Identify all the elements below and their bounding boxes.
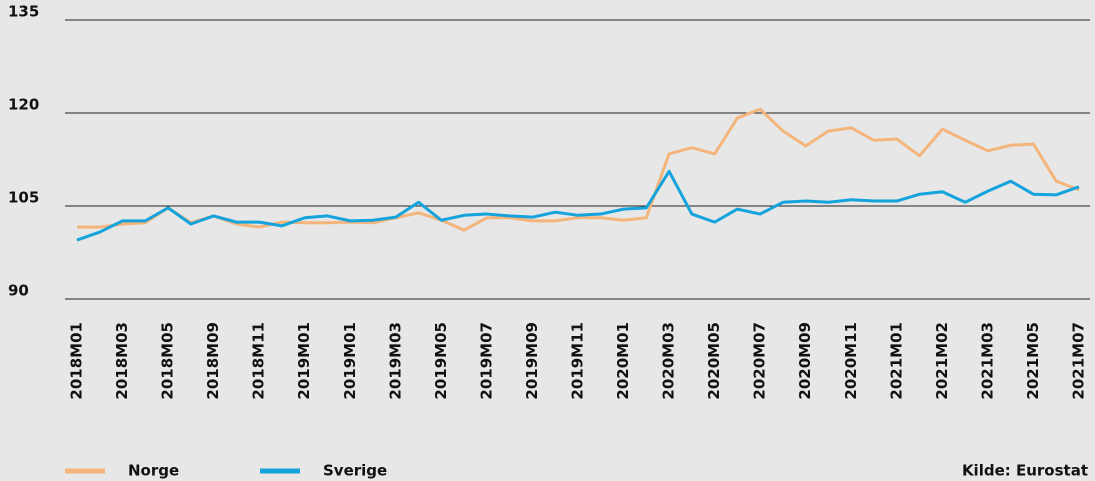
x-tick-label: 2018M05	[159, 322, 177, 400]
x-tick-label: 2018M01	[68, 322, 86, 400]
x-tick-label: 2018M09	[204, 322, 222, 400]
legend-label: Sverige	[323, 462, 387, 480]
x-tick-label: 2019M01	[341, 322, 359, 400]
x-tick-label: 2019M01	[295, 322, 313, 400]
y-tick-label: 105	[8, 189, 39, 207]
y-tick-label: 135	[8, 3, 39, 21]
x-tick-label: 2020M03	[660, 322, 678, 400]
x-tick-label: 2020M09	[796, 322, 814, 400]
y-tick-label: 120	[8, 96, 39, 114]
x-tick-label: 2019M03	[386, 322, 404, 400]
x-tick-label: 2020M01	[614, 322, 632, 400]
x-tick-label: 2018M03	[113, 322, 131, 400]
legend-label: Norge	[128, 462, 179, 480]
x-tick-label: 2019M09	[523, 322, 541, 400]
x-tick-label: 2019M07	[477, 322, 495, 400]
x-tick-label: 2021M02	[933, 322, 951, 400]
x-tick-label: 2021M05	[1024, 322, 1042, 400]
x-tick-label: 2018M11	[250, 322, 268, 400]
x-tick-label: 2020M11	[842, 322, 860, 400]
x-tick-label: 2020M07	[751, 322, 769, 400]
y-tick-label: 90	[8, 282, 29, 300]
series-line	[77, 107, 1080, 232]
series-line	[76, 169, 1080, 242]
x-tick-label: 2019M11	[569, 322, 587, 400]
x-tick-label: 2021M03	[978, 322, 996, 400]
x-tick-label: 2020M05	[705, 322, 723, 400]
x-tick-label: 2021M07	[1070, 322, 1088, 400]
x-tick-label: 2021M01	[887, 322, 905, 400]
x-tick-label: 2019M05	[432, 322, 450, 400]
source: Kilde: Eurostat	[962, 462, 1088, 480]
